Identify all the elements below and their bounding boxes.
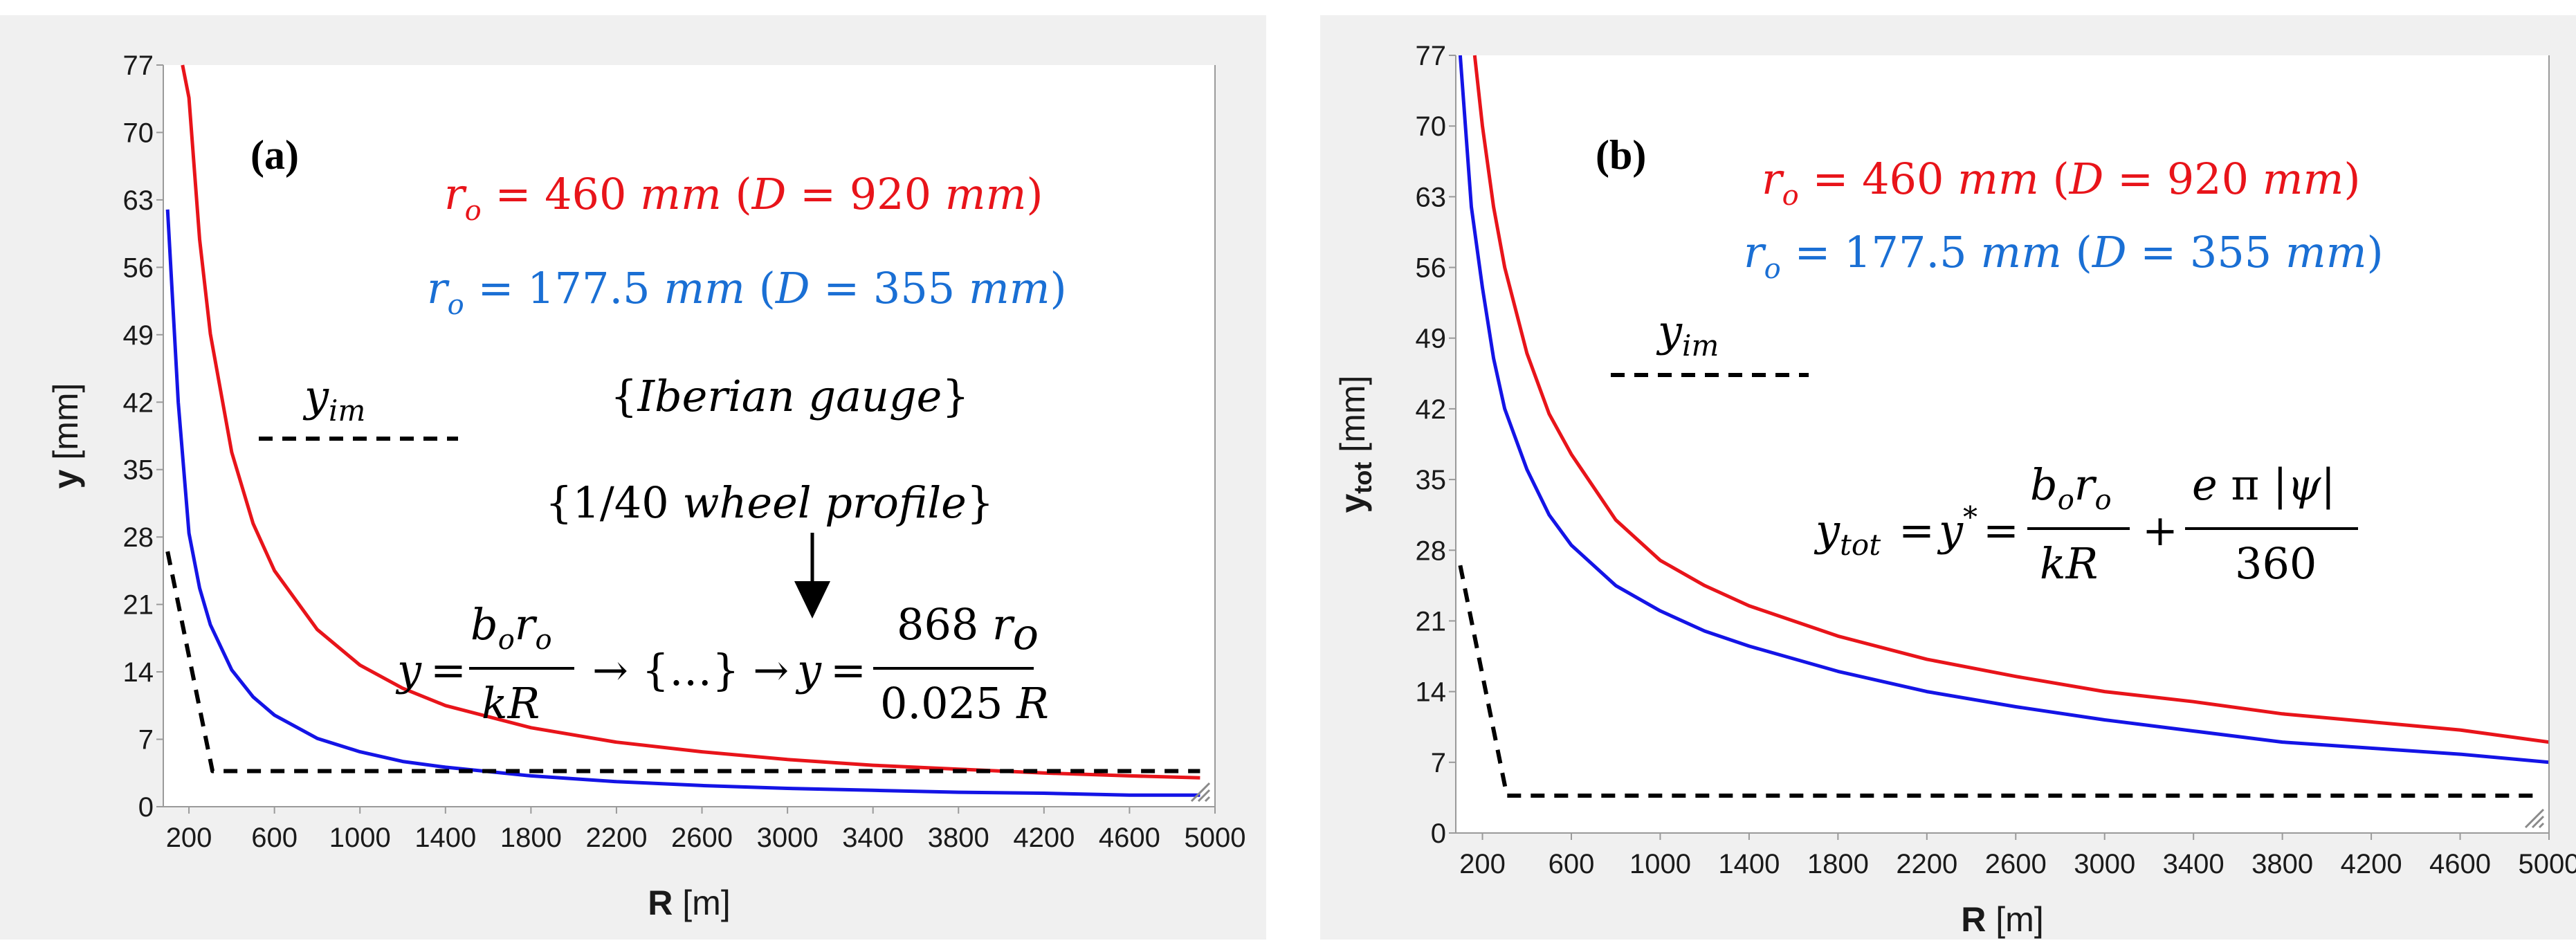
wheel-profile-annotation: {1/40 wheel profile}	[545, 477, 994, 528]
y-tick-label: 7	[138, 725, 154, 756]
x-tick-label: 3400	[842, 823, 904, 853]
x-tick-label: 4200	[2341, 849, 2402, 879]
chart-panel-a: 0 7 14 21 28 35 42 49 56 63 70 77 200 600 1000 1400 1800…	[0, 15, 1266, 940]
x-tick-label: 3800	[2251, 849, 2313, 879]
plot-area-a	[163, 65, 1215, 807]
y-tick-label: 42	[123, 387, 154, 418]
y-tick-label: 21	[123, 590, 154, 621]
panel-label-a: (a)	[250, 132, 299, 178]
x-tick-label: 3000	[757, 823, 819, 853]
y-axis-title-b: ytot [mm]	[1333, 376, 1377, 513]
x-tick-label: 3400	[2163, 849, 2225, 879]
x-tick-label: 200	[166, 823, 212, 853]
legend-blue-a: ro = 177.5 mm (D = 355 mm)	[427, 263, 1067, 321]
resize-grip-b[interactable]	[2524, 808, 2545, 829]
y-tick-label: 63	[1416, 182, 1447, 212]
x-tick-label: 4600	[2429, 849, 2491, 879]
svg-text:=: =	[430, 645, 466, 695]
x-tick-label: 1000	[329, 823, 391, 853]
series-line-red	[1472, 55, 2550, 744]
y-tick-label: 14	[1416, 677, 1447, 708]
series-line-yim	[1458, 565, 2534, 798]
y-tick-label: 28	[123, 522, 154, 553]
y-tick-label: 35	[1416, 465, 1447, 495]
x-tick-label: 5000	[2519, 849, 2576, 879]
series-line-red	[181, 64, 1200, 780]
svg-text:0.025 R: 0.025 R	[880, 678, 1049, 729]
y-tick-label: 70	[123, 118, 154, 148]
x-tick-label: 1400	[414, 823, 476, 853]
svg-text:y: y	[795, 645, 822, 695]
yim-label-a: yim	[302, 371, 365, 428]
y-tick-label: 35	[123, 455, 154, 486]
svg-text:=: =	[830, 645, 866, 695]
x-axis-title-a: R [m]	[648, 884, 730, 922]
x-tick-label: 200	[1459, 849, 1506, 879]
chart-a-svg: 0 7 14 21 28 35 42 49 56 63 70 77 200 600 1000 1400 1800…	[46, 51, 1246, 922]
y-tick-label: 77	[123, 51, 154, 81]
x-axis-title-b: R [m]	[1961, 900, 2043, 939]
svg-text:=: =	[1983, 505, 2019, 556]
svg-text:kR: kR	[482, 678, 540, 729]
svg-text:y: y	[395, 645, 422, 695]
x-tick-label: 2600	[671, 823, 733, 853]
svg-text:868 ro: 868 ro	[897, 599, 1039, 659]
y-tick-label: 42	[1416, 394, 1447, 425]
legend-blue-b: ro = 177.5 mm (D = 355 mm)	[1744, 227, 2384, 285]
x-tick-label: 1400	[1718, 849, 1780, 879]
y-tick-label: 56	[1416, 253, 1447, 284]
arrow-head	[794, 581, 830, 619]
y-tick-label: 77	[1416, 41, 1447, 71]
x-tick-label: 5000	[1185, 823, 1246, 853]
legend-red-b: ro = 460 mm (D = 920 mm)	[1762, 154, 2361, 212]
resize-grip-a[interactable]	[1190, 782, 1211, 803]
svg-text:→ {…} →: → {…} →	[592, 645, 789, 695]
chart-b-svg: 0 7 14 21 28 35 42 49 56 63 70 77 200 600 1000 1400 1800…	[1333, 41, 2576, 939]
x-tick-label: 4600	[1099, 823, 1160, 853]
yim-label-b: yim	[1656, 306, 1719, 363]
formula-a: y = boro kR → {…} → y = 868 ro 0.025 R	[395, 599, 1049, 729]
x-tick-label: 600	[251, 823, 298, 853]
y-tick-label: 49	[123, 320, 154, 351]
svg-text:e π |ψ|: e π |ψ|	[2192, 459, 2335, 510]
series-line-blue	[1458, 55, 2550, 765]
x-tick-label: 2200	[1896, 849, 1957, 879]
x-tick-label: 4200	[1013, 823, 1075, 853]
y-tick-label: 56	[123, 253, 154, 283]
iberian-gauge-annotation: {Iberian gauge}	[610, 371, 969, 421]
y-tick-label: 28	[1416, 536, 1447, 566]
x-tick-label: 3000	[2074, 849, 2135, 879]
x-tick-label: 2200	[585, 823, 647, 853]
series-line-yim	[165, 551, 1200, 774]
x-tick-label: 3800	[928, 823, 989, 853]
y-tick-label: 49	[1416, 324, 1447, 354]
x-tick-label: 1800	[1807, 849, 1869, 879]
y-axis-title-a: y [mm]	[46, 383, 85, 489]
y-tick-label: 70	[1416, 111, 1447, 142]
svg-text:kR: kR	[2040, 538, 2098, 589]
panel-label-b: (b)	[1596, 132, 1646, 178]
series-line-blue	[165, 209, 1200, 797]
chart-panel-b: 0 7 14 21 28 35 42 49 56 63 70 77 200 600 1000 1400 1800…	[1320, 15, 2576, 940]
y-tick-label: 63	[123, 185, 154, 216]
x-tick-label: 600	[1549, 849, 1595, 879]
y-tick-label: 14	[123, 657, 154, 688]
y-tick-label: 0	[138, 792, 154, 823]
svg-text:+: +	[2142, 505, 2178, 556]
x-tick-label: 2600	[1985, 849, 2047, 879]
x-tick-label: 1000	[1629, 849, 1691, 879]
y-tick-label: 7	[1431, 748, 1446, 778]
svg-text:360: 360	[2235, 538, 2317, 589]
svg-text:=: =	[1899, 505, 1935, 556]
x-tick-label: 1800	[500, 823, 562, 853]
y-tick-label: 0	[1431, 818, 1446, 849]
legend-red-a: ro = 460 mm (D = 920 mm)	[444, 169, 1043, 227]
y-tick-label: 21	[1416, 606, 1447, 637]
